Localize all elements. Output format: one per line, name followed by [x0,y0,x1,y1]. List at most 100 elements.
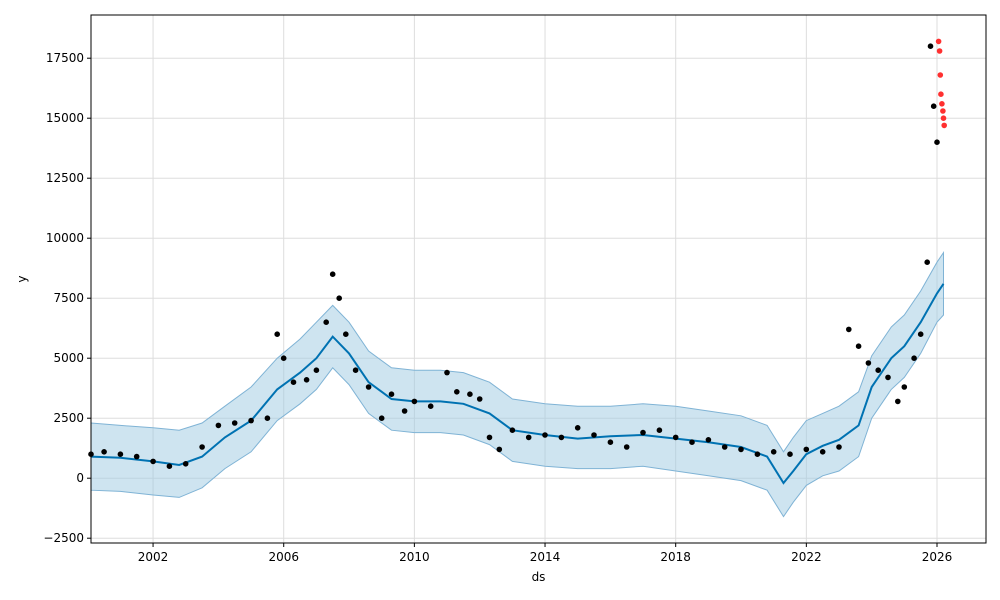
observed-point-8 [215,422,222,429]
y-tick-label-5: 10000 [46,231,84,245]
observed-point-33 [496,446,503,453]
holdout-point-6 [940,115,947,121]
observed-point-67 [934,139,940,145]
x-tick-label-6: 2026 [922,550,953,564]
observed-point-48 [738,446,744,453]
observed-point-30 [467,391,473,398]
observed-point-29 [454,389,460,395]
observed-point-4 [150,458,156,465]
observed-point-18 [329,271,336,278]
observed-point-7 [199,444,205,450]
observed-point-5 [166,463,173,470]
plot-frame [90,14,987,544]
observed-point-44 [672,434,679,441]
observed-point-51 [787,451,793,458]
observed-point-60 [895,398,901,405]
x-axis-ticks: 2002 2006 2010 2014 2018 2022 2026 [138,543,952,564]
observed-point-1 [101,449,107,455]
observed-point-37 [558,434,565,441]
observed-point-66 [930,103,937,109]
observed-point-40 [607,439,614,446]
observed-point-47 [721,444,728,450]
observed-point-25 [401,408,408,414]
observed-point-64 [924,259,930,266]
observed-point-32 [486,434,493,441]
observed-point-28 [444,369,450,376]
observed-point-17 [323,319,330,326]
observed-point-23 [378,415,385,422]
observed-point-35 [525,434,532,441]
holdout-point-4 [939,101,945,107]
holdout-point-1 [936,48,943,54]
observed-point-13 [280,355,287,362]
observed-point-58 [875,367,881,374]
observed-point-62 [911,355,917,362]
observed-point-46 [705,437,712,443]
x-tick-label-2: 2010 [399,550,430,564]
observed-point-15 [303,377,310,383]
observed-point-16 [313,367,320,374]
observed-point-50 [770,449,777,455]
y-tick-label-8: 17500 [46,51,84,65]
holdout-point-3 [938,91,944,97]
observed-point-11 [264,415,271,422]
x-tick-label-4: 2018 [660,550,691,564]
observed-point-56 [855,343,862,350]
holdout-points-group [935,38,947,129]
uncertainty-band [90,250,944,518]
observed-point-3 [133,453,140,460]
observed-point-43 [656,427,663,434]
observed-point-59 [885,374,891,381]
observed-point-9 [231,420,238,426]
y-axis-ticks: −2500 0 2500 5000 7500 10000 12500 15000 17500 [43,51,91,545]
observed-point-38 [574,425,581,431]
y-tick-label-6: 12500 [46,171,84,185]
observed-point-2 [117,451,124,458]
observed-point-57 [865,360,872,366]
observed-point-19 [336,295,343,302]
x-tick-label-1: 2006 [268,550,299,564]
observed-point-14 [290,379,297,386]
observed-point-45 [689,439,695,446]
observed-point-12 [274,331,281,338]
holdout-point-5 [940,108,946,114]
x-tick-label-3: 2014 [530,550,561,564]
observed-point-52 [803,446,810,453]
x-axis-label: ds [532,570,546,584]
observed-points-group [88,43,940,470]
observed-point-21 [352,367,359,374]
observed-point-53 [819,449,826,455]
x-tick-label-5: 2022 [791,550,822,564]
y-tick-label-3: 5000 [53,351,84,365]
observed-point-26 [411,398,418,405]
observed-point-22 [365,384,372,390]
observed-point-24 [388,391,395,398]
uncertainty-band-group [90,250,944,518]
observed-point-39 [591,432,597,438]
observed-point-42 [640,429,646,436]
observed-point-49 [754,451,761,458]
observed-point-31 [476,396,483,402]
observed-point-65 [927,43,934,49]
observed-point-61 [901,384,908,390]
observed-point-6 [182,461,189,467]
observed-point-54 [836,444,842,450]
y-tick-label-7: 15000 [46,111,84,125]
observed-point-27 [427,403,434,410]
observed-point-63 [917,331,924,338]
y-tick-label-1: 0 [76,471,84,485]
y-tick-label-4: 7500 [53,291,84,305]
observed-point-10 [248,417,254,424]
observed-point-41 [623,444,630,450]
observed-point-36 [542,432,548,438]
y-axis-label: y [15,275,29,282]
holdout-point-2 [937,72,944,78]
observed-point-20 [343,331,349,338]
observed-point-55 [846,326,852,333]
holdout-point-7 [941,122,947,129]
holdout-point-0 [935,38,942,45]
y-tick-label-0: −2500 [43,531,84,545]
x-tick-label-0: 2002 [138,550,169,564]
